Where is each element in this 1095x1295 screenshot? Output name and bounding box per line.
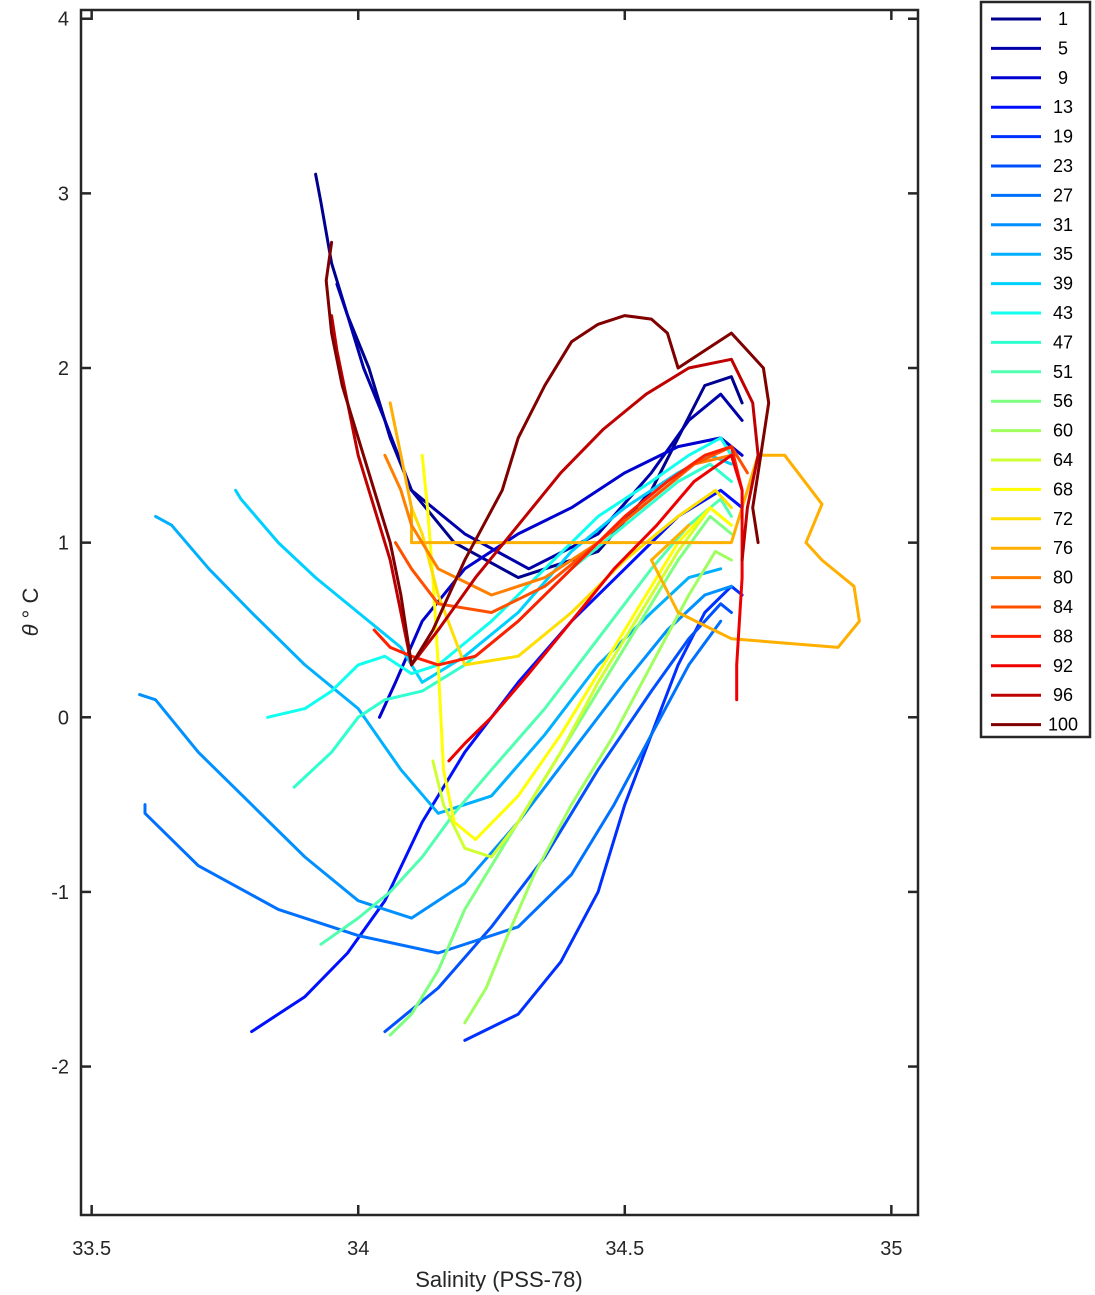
legend-label-43: 43 [1053, 303, 1073, 323]
series-line-23 [383, 602, 733, 1034]
legend-label-64: 64 [1053, 450, 1073, 470]
legend-label-92: 92 [1053, 656, 1073, 676]
legend-label-47: 47 [1053, 332, 1073, 352]
legend-label-60: 60 [1053, 421, 1073, 441]
x-tick-label: 35 [880, 1238, 902, 1260]
series-line-27 [143, 619, 723, 955]
legend-label-9: 9 [1058, 68, 1068, 88]
legend-label-84: 84 [1053, 597, 1073, 617]
y-tick-label: 4 [58, 9, 69, 31]
series-line-100 [324, 240, 771, 667]
legend-label-13: 13 [1053, 97, 1073, 117]
legend-label-72: 72 [1053, 509, 1073, 529]
x-axis: 33.5 34 34.5 35 [72, 10, 902, 1260]
series-line-72 [410, 488, 733, 667]
legend-label-56: 56 [1053, 391, 1073, 411]
series-line-76 [388, 401, 861, 649]
y-tick-label: 0 [58, 707, 69, 729]
series-line-92 [447, 453, 744, 763]
series-line-64 [431, 506, 733, 859]
y-tick-label: 3 [58, 183, 69, 205]
y-axis: -2 -1 0 1 2 3 4 [51, 9, 918, 1079]
legend-label-19: 19 [1053, 127, 1073, 147]
series-line-68 [420, 453, 733, 841]
legend: 1 5 9 13 19 23 27 31 35 39 43 47 51 56 60 64 68 72 76 80 84 8… [979, 0, 1092, 739]
y-axis-symbol: θ [18, 624, 43, 636]
legend-label-100: 100 [1048, 715, 1078, 735]
legend-label-31: 31 [1053, 215, 1073, 235]
plot-frame [79, 8, 920, 1217]
series-layer [138, 172, 861, 1042]
x-tick-label: 34.5 [605, 1238, 644, 1260]
series-line-35 [154, 514, 723, 815]
x-tick-label: 34 [347, 1238, 369, 1260]
series-line-19 [463, 584, 744, 1042]
legend-label-35: 35 [1053, 244, 1073, 264]
legend-label-88: 88 [1053, 626, 1073, 646]
legend-label-68: 68 [1053, 479, 1073, 499]
x-tick-label: 33.5 [72, 1238, 111, 1260]
y-tick-label: 2 [58, 358, 69, 380]
y-axis-unit: ° C [18, 588, 43, 619]
y-tick-label: -1 [51, 882, 69, 904]
legend-label-39: 39 [1053, 274, 1073, 294]
y-axis-title: θ ° C [18, 588, 43, 637]
series-line-96 [330, 314, 760, 667]
legend-box [979, 0, 1092, 739]
x-axis-title: Salinity (PSS-78) [415, 1267, 583, 1292]
legend-label-23: 23 [1053, 156, 1073, 176]
legend-label-5: 5 [1058, 38, 1068, 58]
series-line-84 [394, 445, 749, 614]
legend-label-80: 80 [1053, 568, 1073, 588]
series-line-51 [319, 497, 733, 946]
y-tick-label: -2 [51, 1057, 69, 1079]
legend-label-51: 51 [1053, 362, 1073, 382]
legend-label-96: 96 [1053, 685, 1073, 705]
y-tick-label: 1 [58, 533, 69, 555]
series-line-31 [138, 584, 733, 920]
series-line-43 [266, 436, 733, 719]
series-line-60 [463, 549, 733, 1025]
legend-label-1: 1 [1058, 9, 1068, 29]
legend-label-27: 27 [1053, 185, 1073, 205]
legend-label-76: 76 [1053, 538, 1073, 558]
